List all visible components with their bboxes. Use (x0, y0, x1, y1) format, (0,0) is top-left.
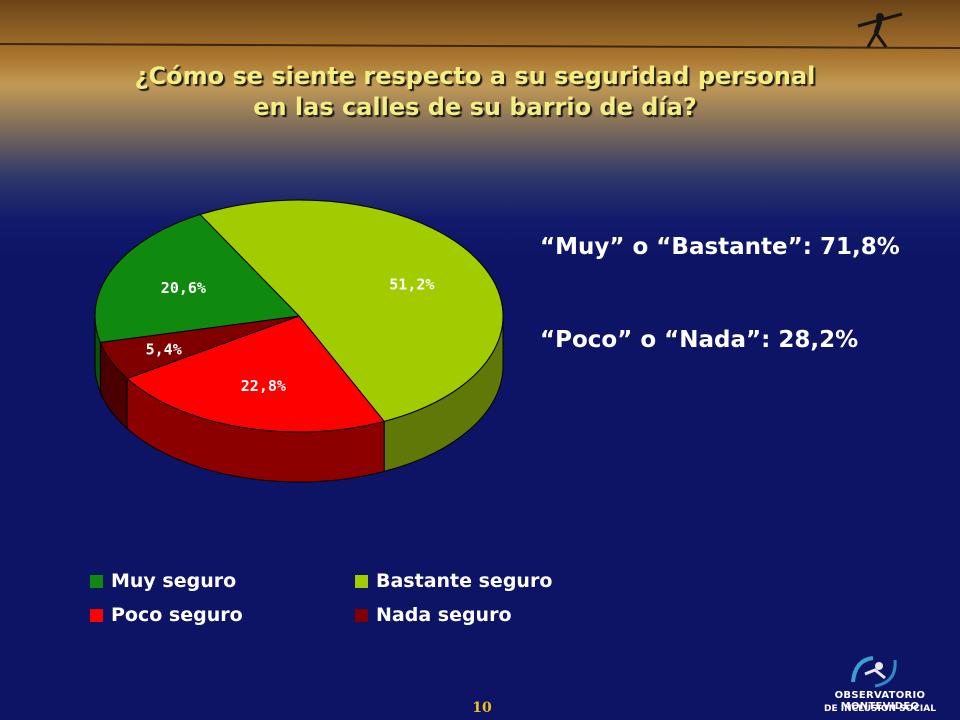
legend-swatch-poco-seguro (90, 608, 103, 622)
logo-mark-icon (851, 656, 897, 688)
logo: OBSERVATORIO MONTEVIDEO DE INCLUSION SOC… (790, 652, 960, 720)
legend-item-bastante-seguro: Bastante seguro (355, 570, 552, 592)
legend-label-muy-seguro: Muy seguro (111, 570, 237, 592)
logo-text-line-1: OBSERVATORIO MONTEVIDEO (834, 690, 926, 712)
summary-low-security: “Poco” o “Nada”: 28,2% (540, 327, 859, 353)
pie-labels: 51,2% 22,8% 5,4% 20,6% (146, 276, 435, 395)
pie-slice-poco-seguro (126, 315, 386, 433)
page-number: 10 (472, 700, 492, 716)
legend-item-poco-seguro: Poco seguro (90, 604, 243, 626)
tightrope-walker-icon (857, 12, 903, 48)
tightrope-decoration (0, 12, 960, 49)
title-line-2: en las calles de su barrio de día? (253, 93, 697, 121)
pie-slice-bastante-seguro (199, 199, 504, 422)
pie-label-nada-seguro: 5,4% (146, 340, 182, 358)
logo-text-line-2: DE INCLUSION SOCIAL (824, 704, 936, 714)
legend-label-nada-seguro: Nada seguro (376, 604, 512, 626)
pie-label-bastante-seguro: 51,2% (389, 276, 434, 294)
title-line-1: ¿Cómo se siente respecto a su seguridad … (134, 62, 816, 90)
legend-label-poco-seguro: Poco seguro (111, 604, 243, 626)
legend-swatch-bastante-seguro (355, 574, 368, 588)
legend-item-nada-seguro: Nada seguro (355, 604, 512, 626)
legend-swatch-nada-seguro (355, 608, 368, 622)
legend-item-muy-seguro: Muy seguro (90, 570, 236, 592)
summary-high-security: “Muy” o “Bastante”: 71,8% (540, 234, 900, 260)
legend-label-bastante-seguro: Bastante seguro (376, 570, 553, 592)
pie-label-muy-seguro: 20,6% (161, 279, 206, 297)
pie-chart: 51,2% 22,8% 5,4% 20,6% (94, 199, 504, 483)
pie-tops (94, 199, 504, 433)
legend-swatch-muy-seguro (90, 574, 103, 588)
pie-slice-muy-seguro (94, 213, 301, 343)
pie-label-poco-seguro: 22,8% (241, 377, 286, 395)
